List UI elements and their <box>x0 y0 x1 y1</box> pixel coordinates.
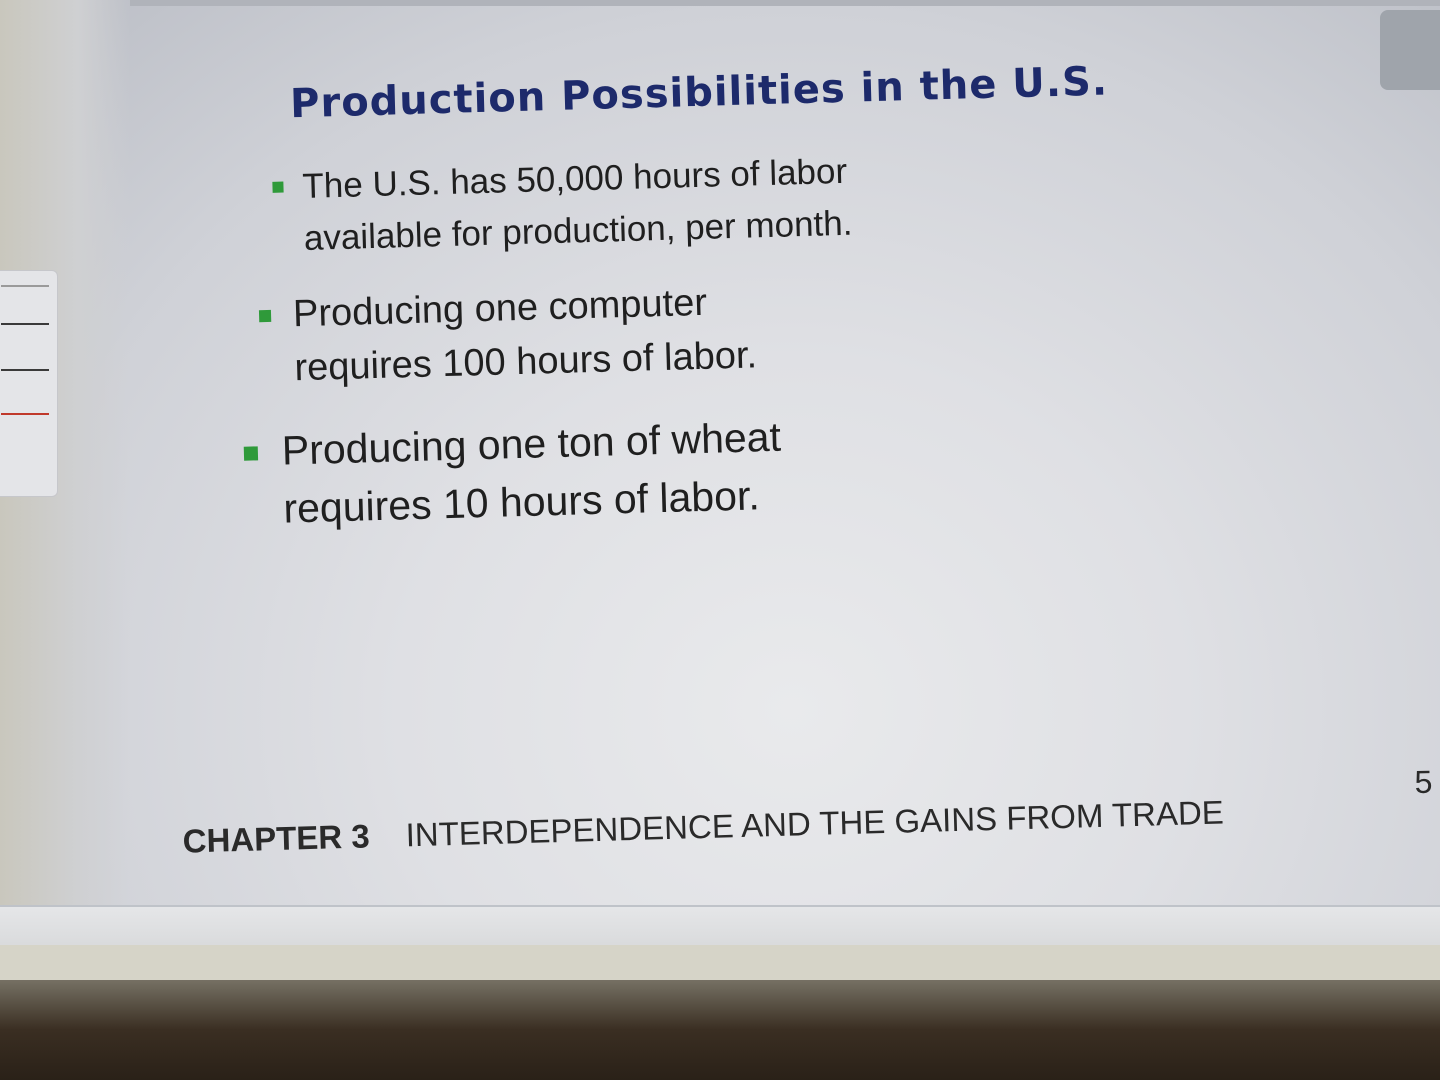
screen-top-edge <box>130 0 1440 6</box>
desk-surface <box>0 960 1440 1080</box>
bullet-line: requires 100 hours of labor. <box>293 334 758 390</box>
slide-title: Production Possibilities in the U.S. <box>289 58 1109 128</box>
bullet-item: Producing one computer requires 100 hour… <box>258 274 758 395</box>
bullet-square-icon <box>272 181 284 193</box>
side-toolbar-panel[interactable] <box>0 270 58 497</box>
bullet-square-icon <box>243 446 259 461</box>
bullet-item: The U.S. has 50,000 hours of labor avail… <box>272 146 853 265</box>
slide-footer: CHAPTER 3 INTERDEPENDENCE AND THE GAINS F… <box>182 794 1224 861</box>
slide: Production Possibilities in the U.S. The… <box>182 58 1433 861</box>
side-toolbar-tick <box>1 323 49 325</box>
page-number: 5 <box>1414 763 1433 801</box>
side-toolbar-tick <box>1 285 49 287</box>
bullet-square-icon <box>258 309 272 323</box>
bullet-item: Producing one ton of wheat requires 10 h… <box>243 408 783 538</box>
screen-bottom-bar <box>0 905 1440 945</box>
footer-chapter-title: INTERDEPENDENCE AND THE GAINS FROM TRADE <box>405 793 1225 854</box>
right-edge-control[interactable] <box>1380 10 1440 90</box>
side-toolbar-tick-red <box>1 413 49 415</box>
footer-chapter: CHAPTER 3 <box>182 817 371 860</box>
side-toolbar-tick <box>1 369 49 371</box>
screen: Production Possibilities in the U.S. The… <box>0 0 1440 945</box>
